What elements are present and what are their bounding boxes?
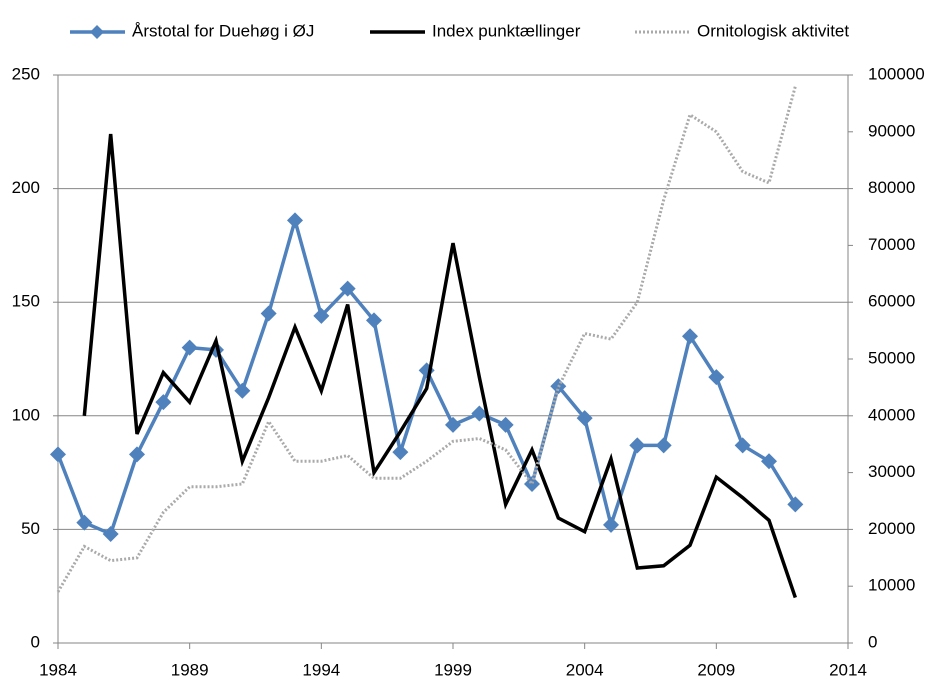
marker (181, 339, 198, 356)
marker (339, 280, 356, 297)
x-tick-label: 2009 (697, 660, 735, 679)
y2-tick-label: 70000 (868, 235, 915, 254)
marker (787, 496, 804, 513)
marker (471, 405, 488, 422)
y2-tick-label: 30000 (868, 462, 915, 481)
y2-tick-label: 100000 (868, 64, 925, 83)
y2-tick-label: 0 (868, 632, 877, 651)
y-tick-label: 50 (21, 519, 40, 538)
y2-tick-label: 90000 (868, 121, 915, 140)
marker (629, 437, 646, 454)
marker (366, 312, 382, 329)
marker (102, 525, 119, 542)
series-line (82, 133, 797, 599)
marker (761, 453, 777, 470)
x-tick-label: 2014 (829, 660, 867, 679)
x-tick-label: 1999 (434, 660, 472, 679)
marker (497, 416, 514, 433)
marker (129, 446, 145, 463)
y2-tick-label: 40000 (868, 405, 915, 424)
legend-marker (90, 25, 104, 39)
marker (603, 516, 619, 533)
x-tick-label: 2004 (566, 660, 604, 679)
y-tick-label: 200 (12, 178, 40, 197)
y2-tick-label: 50000 (868, 348, 915, 367)
marker (260, 305, 277, 322)
y2-tick-label: 60000 (868, 292, 915, 311)
marker (234, 382, 251, 399)
marker (392, 444, 409, 461)
legend-label: Index punktællinger (432, 21, 581, 40)
marker (155, 394, 172, 411)
y-tick-label: 0 (31, 632, 40, 651)
x-tick-label: 1989 (171, 660, 209, 679)
marker (576, 410, 593, 427)
y-tick-label: 100 (12, 405, 40, 424)
series-line (56, 85, 797, 593)
marker (76, 514, 93, 531)
marker (708, 369, 725, 386)
marker (445, 416, 461, 433)
marker (313, 307, 330, 324)
marker (50, 446, 66, 463)
legend-label: Årstotal for Duehøg i ØJ (132, 21, 314, 40)
x-tick-label: 1984 (39, 660, 77, 679)
y2-tick-label: 10000 (868, 576, 915, 595)
marker (682, 328, 698, 345)
y2-tick-label: 80000 (868, 178, 915, 197)
marker (655, 437, 672, 454)
x-tick-label: 1994 (302, 660, 340, 679)
marker (734, 437, 751, 454)
y2-tick-label: 20000 (868, 519, 915, 538)
legend-label: Ornitologisk aktivitet (697, 21, 849, 40)
y-tick-label: 250 (12, 64, 40, 83)
y-tick-label: 150 (12, 292, 40, 311)
marker (287, 212, 303, 229)
